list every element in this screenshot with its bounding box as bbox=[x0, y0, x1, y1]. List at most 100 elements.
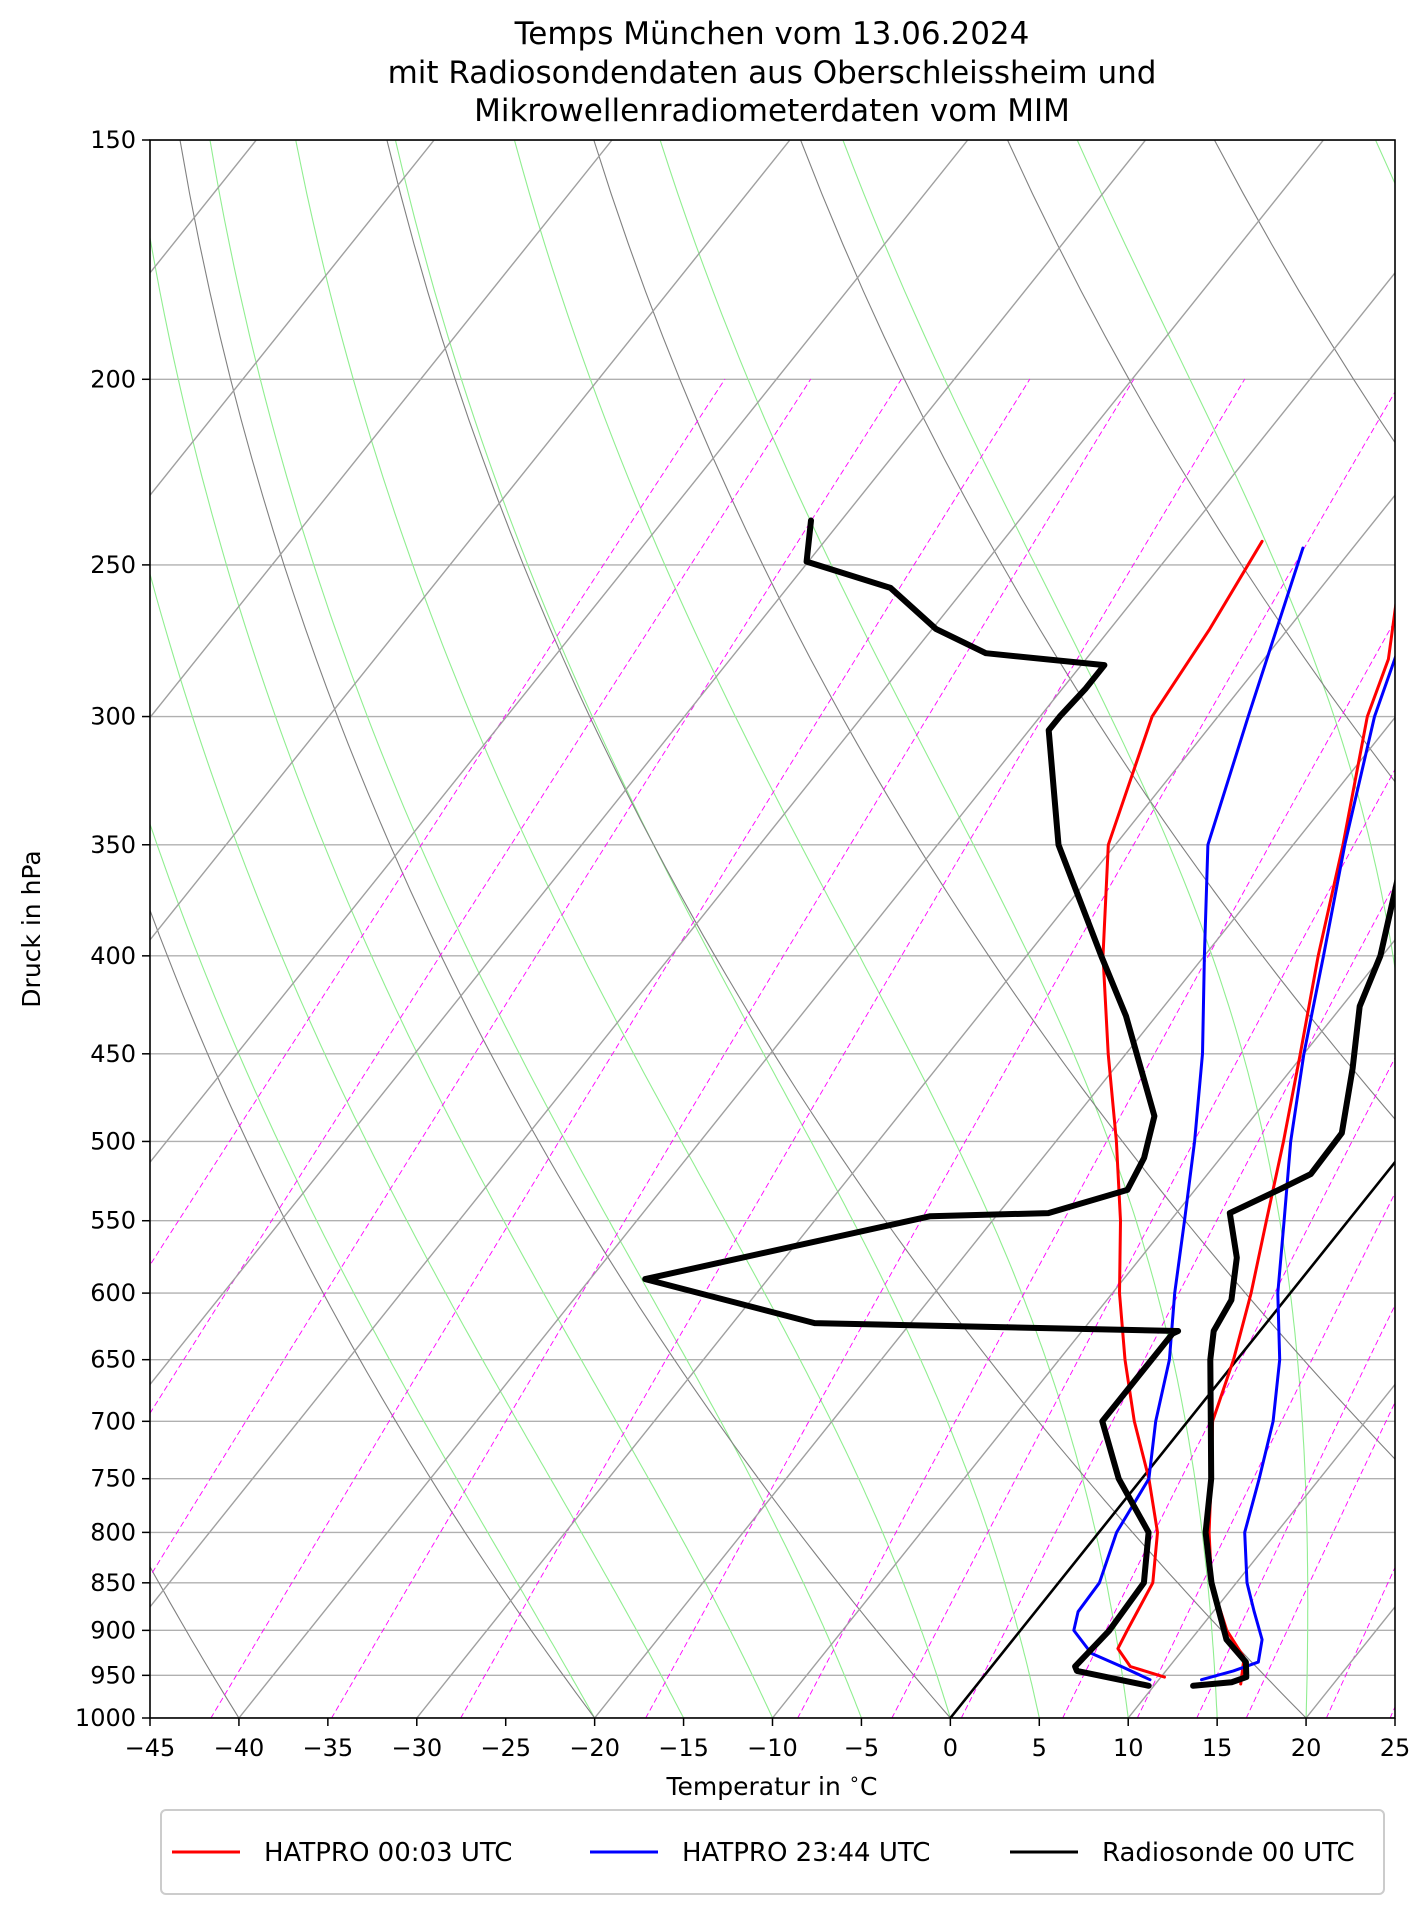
dewpoint-profile bbox=[642, 517, 1182, 1689]
moist-adiabat bbox=[150, 571, 685, 1718]
isotherm bbox=[238, 271, 1395, 1718]
mixing-ratio-line bbox=[960, 882, 1395, 1718]
legend-label-hatpro-0003: HATPRO 00:03 UTC bbox=[264, 1838, 512, 1868]
mixing-ratio-line bbox=[1136, 1192, 1395, 1718]
isotherm bbox=[150, 140, 613, 719]
chart-title-line-1: Temps München vom 13.06.2024 bbox=[514, 16, 1030, 52]
y-tick-label: 900 bbox=[90, 1616, 136, 1644]
dry-adiabat bbox=[1006, 140, 1395, 783]
x-tick-label: −5 bbox=[844, 1734, 879, 1762]
y-tick-label: 150 bbox=[90, 126, 136, 154]
mixing-ratio-line bbox=[1325, 1566, 1395, 1718]
x-tick-label: 20 bbox=[1291, 1734, 1322, 1762]
x-tick-label: −45 bbox=[125, 1734, 176, 1762]
legend: HATPRO 00:03 UTC HATPRO 23:44 UTC Radios… bbox=[160, 1809, 1385, 1895]
dry-adiabat bbox=[386, 140, 1307, 1718]
data-series bbox=[642, 517, 1395, 1689]
x-tick-label: −30 bbox=[391, 1734, 442, 1762]
mixing-ratio-line bbox=[150, 378, 902, 1578]
x-axis-ticks: −45 −40 −35 −30 −25 −20 −15 −10 −5 0 5 10 15 20 25 bbox=[125, 1718, 1411, 1762]
y-tick-label: 800 bbox=[90, 1518, 136, 1546]
dry-adiabat bbox=[179, 140, 951, 1718]
y-tick-label: 350 bbox=[90, 831, 136, 859]
moist-adiabat bbox=[1076, 140, 1395, 1718]
y-tick-label: 600 bbox=[90, 1279, 136, 1307]
dry-adiabat bbox=[593, 140, 1395, 1460]
mixing-ratio-line bbox=[891, 768, 1395, 1718]
dewpoint-profile bbox=[1101, 539, 1264, 1679]
isotherm bbox=[1127, 1383, 1395, 1718]
y-tick-label: 1000 bbox=[75, 1704, 136, 1732]
x-tick-label: −20 bbox=[569, 1734, 620, 1762]
moist-adiabat bbox=[513, 140, 1129, 1718]
chart-title-line-3: Mikrowellenradiometerdaten vom MIM bbox=[474, 93, 1070, 129]
legend-box bbox=[160, 1809, 1385, 1895]
series-1 bbox=[1072, 546, 1395, 1682]
y-tick-label: 400 bbox=[90, 942, 136, 970]
mixing-ratio-line bbox=[150, 378, 812, 1415]
isotherm bbox=[416, 494, 1395, 1718]
isotherm bbox=[150, 140, 1325, 1608]
moist-adiabat bbox=[394, 140, 1040, 1718]
chart-title: Temps München vom 13.06.2024 mit Radioso… bbox=[388, 16, 1157, 129]
legend-label-radiosonde: Radiosonde 00 UTC bbox=[1102, 1838, 1355, 1868]
y-tick-label: 450 bbox=[90, 1040, 136, 1068]
x-tick-label: −35 bbox=[303, 1734, 354, 1762]
temperature-profile bbox=[1190, 877, 1395, 1689]
moist-adiabat bbox=[150, 234, 774, 1718]
moist-adiabat bbox=[1374, 140, 1395, 185]
x-tick-label: −25 bbox=[480, 1734, 531, 1762]
series-2 bbox=[642, 517, 1395, 1689]
y-tick-label: 750 bbox=[90, 1465, 136, 1493]
moist-adiabat bbox=[659, 140, 1218, 1718]
mixing-ratio-line bbox=[1062, 1056, 1395, 1718]
y-tick-label: 300 bbox=[90, 703, 136, 731]
legend-item-hatpro-2344: HATPRO 23:44 UTC bbox=[590, 1838, 930, 1868]
y-tick-label: 550 bbox=[90, 1207, 136, 1235]
mixing-ratio-line bbox=[210, 378, 1031, 1718]
y-tick-label: 200 bbox=[90, 365, 136, 393]
y-axis-ticks: 150 200 250 300 350 400 450 500 550 600 650 700 750 8… bbox=[75, 126, 150, 1732]
mixing-ratio-line bbox=[331, 378, 1135, 1718]
dry-adiabat bbox=[150, 908, 596, 1718]
x-tick-label: 5 bbox=[1032, 1734, 1047, 1762]
moist-adiabat bbox=[209, 140, 862, 1718]
chart-title-line-2: mit Radiosondendaten aus Oberschleisshei… bbox=[388, 55, 1157, 91]
mixing-ratio-line bbox=[645, 391, 1395, 1718]
x-tick-label: −15 bbox=[658, 1734, 709, 1762]
isotherm bbox=[150, 140, 435, 497]
x-tick-label: 0 bbox=[943, 1734, 958, 1762]
mixing-ratio-line bbox=[1196, 1304, 1395, 1718]
mixing-ratio-line bbox=[1245, 1401, 1395, 1718]
y-tick-label: 250 bbox=[90, 551, 136, 579]
y-axis-label: Druck in hPa bbox=[17, 850, 46, 1007]
dry-adiabat bbox=[800, 140, 1395, 1120]
x-axis-label: Temperatur in ∘C bbox=[666, 1769, 878, 1801]
isotherm bbox=[594, 716, 1395, 1718]
dry-adiabat bbox=[1421, 140, 1427, 1718]
zero-isotherm bbox=[949, 1160, 1395, 1718]
x-tick-label: −10 bbox=[747, 1734, 798, 1762]
x-tick-label: −40 bbox=[214, 1734, 265, 1762]
y-tick-label: 950 bbox=[90, 1661, 136, 1689]
x-tick-label: 25 bbox=[1380, 1734, 1411, 1762]
legend-label-hatpro-2344: HATPRO 23:44 UTC bbox=[682, 1838, 930, 1868]
isotherm bbox=[150, 140, 1147, 1386]
legend-item-hatpro-0003: HATPRO 00:03 UTC bbox=[172, 1838, 512, 1868]
y-tick-label: 500 bbox=[90, 1127, 136, 1155]
moist-adiabat bbox=[842, 140, 1309, 1718]
dewpoint-profile bbox=[1072, 546, 1305, 1682]
mixing-ratio-line bbox=[797, 619, 1395, 1718]
y-tick-label: 850 bbox=[90, 1569, 136, 1597]
y-tick-label: 700 bbox=[90, 1407, 136, 1435]
legend-item-radiosonde: Radiosonde 00 UTC bbox=[1010, 1838, 1355, 1868]
x-tick-label: 10 bbox=[1113, 1734, 1144, 1762]
isotherm bbox=[150, 140, 969, 1164]
isotherm bbox=[771, 938, 1395, 1718]
moist-adiabat bbox=[295, 140, 951, 1718]
moist-adiabat bbox=[150, 822, 596, 1718]
y-tick-label: 650 bbox=[90, 1346, 136, 1374]
x-tick-label: 15 bbox=[1202, 1734, 1233, 1762]
isotherm bbox=[150, 140, 791, 941]
